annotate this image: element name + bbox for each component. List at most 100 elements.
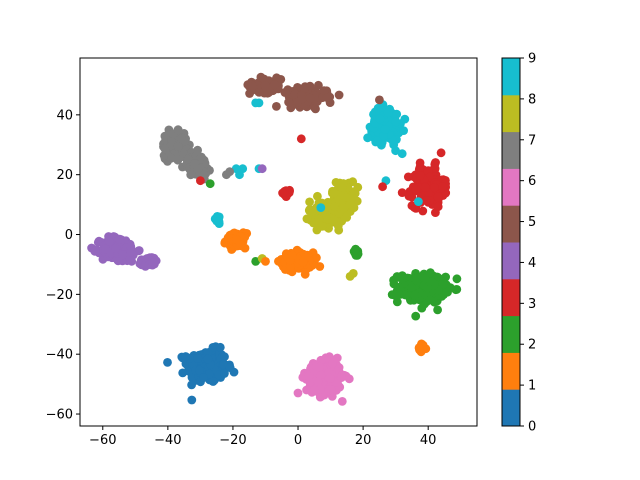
colorbar: 0 1 2 3 4 5 6 7 8 9 [501,52,536,435]
point-label-9 [380,124,390,134]
point-label-2 [411,311,421,321]
x-tick-label: 40 [420,433,437,448]
point-label-0 [178,368,188,378]
point-label-0 [208,377,218,386]
point-label-9 [397,149,407,159]
point-label-9 [214,217,224,226]
point-label-8 [317,222,327,231]
point-label-7 [196,152,206,162]
point-label-3 [415,171,425,180]
point-label-0 [187,380,197,390]
colorbar-segment-4 [502,242,520,280]
point-label-7 [225,167,235,177]
point-label-6 [326,385,336,394]
point-label-1 [287,250,297,260]
point-label-0 [187,395,197,405]
point-label-0 [193,354,203,363]
point-label-6 [337,373,346,382]
point-label-3 [420,183,430,192]
point-label-3 [404,191,414,201]
point-label-3 [433,202,443,212]
colorbar-segment-8 [502,94,520,133]
point-label-0 [220,352,229,362]
point-label-3 [433,192,443,202]
point-label-5 [375,95,384,105]
colorbar-segment-7 [502,131,520,169]
point-label-6 [316,370,326,380]
point-label-2 [420,273,430,283]
colorbar-tick-label: 1 [528,379,536,394]
point-label-1 [414,344,424,353]
point-label-2 [446,283,455,293]
y-tick-label: −40 [46,348,73,363]
point-label-2 [351,244,360,254]
point-label-0 [195,365,204,375]
point-label-0 [203,354,213,364]
colorbar-segment-5 [502,205,520,243]
point-label-3 [411,204,421,213]
point-label-3 [438,182,448,192]
point-label-5 [284,97,293,107]
point-label-9 [373,136,382,145]
point-label-2 [205,179,215,189]
point-label-4 [257,164,267,174]
point-label-4 [148,258,158,267]
point-label-6 [304,372,314,381]
y-tick-label: 40 [56,108,73,123]
point-label-3 [378,182,387,192]
point-label-9 [251,98,261,108]
colorbar-tick-label: 2 [528,338,536,353]
point-label-3 [430,183,439,193]
y-tick-label: 0 [65,228,73,243]
point-label-5 [322,93,332,102]
y-tick-label: −20 [46,288,73,303]
y-tick-label: −60 [46,408,73,423]
point-label-8 [341,192,351,202]
point-label-4 [113,256,123,266]
x-tick-label: −40 [154,433,181,448]
plot-frame [79,57,478,427]
point-label-3 [418,206,428,216]
point-label-8 [339,203,349,213]
point-label-5 [272,102,281,111]
point-label-3 [278,188,287,198]
point-label-6 [315,362,325,372]
point-label-7 [179,148,189,158]
colorbar-segment-3 [502,278,520,317]
colorbar-segment-1 [502,352,520,390]
point-label-9 [392,109,402,119]
point-label-8 [314,214,324,224]
point-label-5 [260,81,270,90]
point-label-1 [261,257,270,266]
point-label-5 [319,86,329,95]
point-label-2 [410,290,420,300]
colorbar-tick-label: 8 [528,92,536,107]
point-label-6 [344,374,354,384]
colorbar-tick-label: 7 [528,133,536,148]
point-label-9 [391,146,400,156]
point-label-2 [438,278,448,288]
colorbar-frame [501,57,521,427]
colorbar-tick-label: 4 [528,256,536,271]
y-tick-label: 20 [56,168,73,183]
point-label-9 [375,114,385,124]
point-label-8 [337,183,347,193]
point-label-3 [430,164,440,174]
point-label-4 [118,250,128,260]
point-label-1 [298,257,308,267]
point-label-5 [297,94,307,104]
point-label-0 [219,360,228,369]
point-label-8 [353,182,363,192]
point-label-9 [399,126,408,135]
point-label-0 [215,342,225,352]
point-label-9 [383,108,393,117]
point-label-3 [436,148,446,158]
point-label-4 [126,247,136,257]
x-axis: −60 −40 −20 0 20 40 [89,426,436,448]
x-tick-label: 0 [294,433,302,448]
point-label-3 [296,134,306,144]
point-label-6 [332,353,342,363]
point-label-4 [101,244,110,254]
point-label-2 [395,282,404,292]
point-label-7 [173,142,183,151]
